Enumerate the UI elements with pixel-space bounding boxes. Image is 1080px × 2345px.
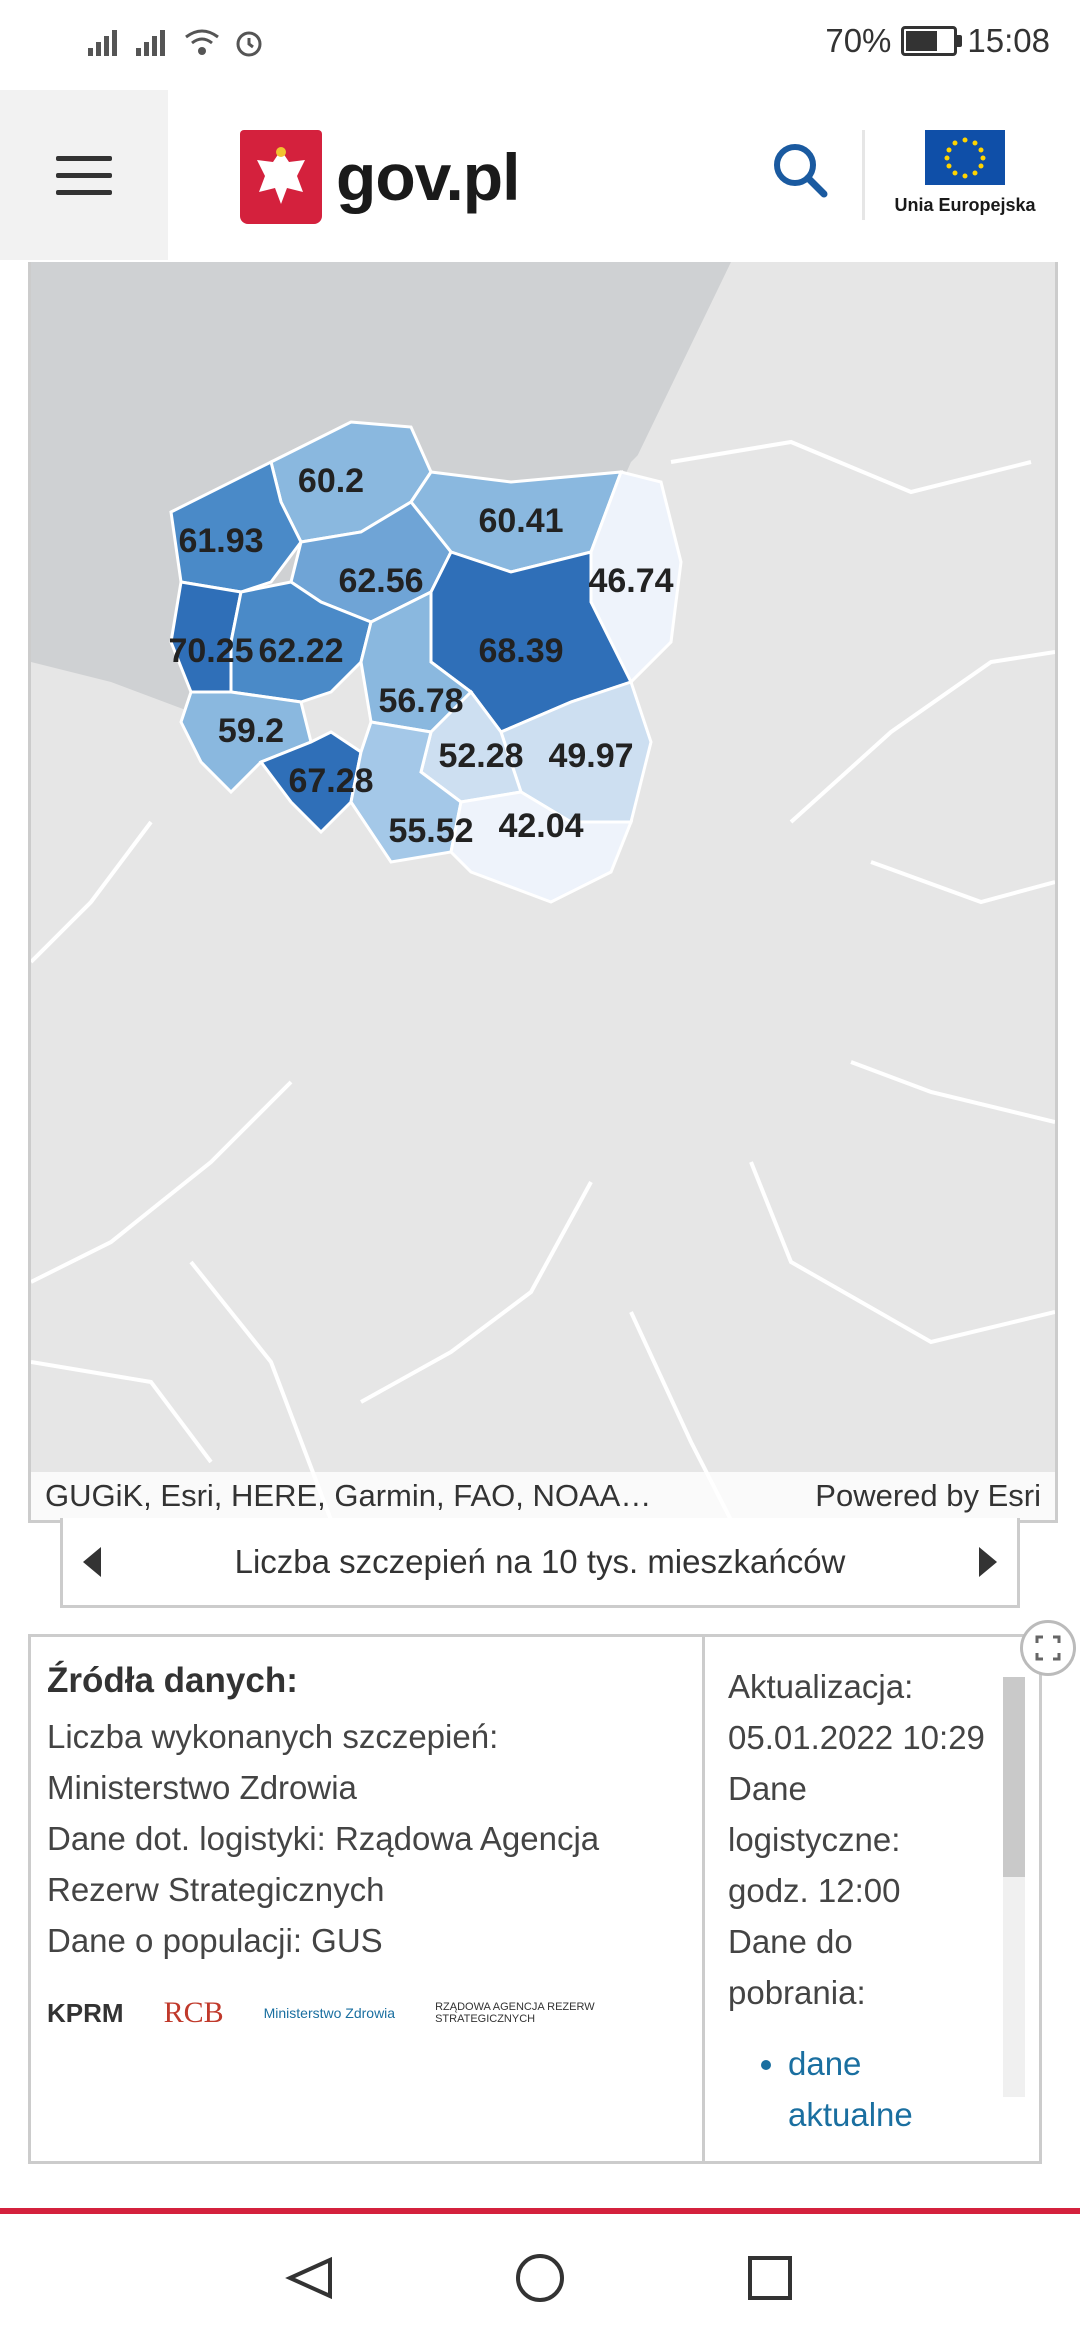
eu-flag-icon — [925, 130, 1005, 185]
clock: 15:08 — [967, 22, 1050, 59]
scrollbar[interactable] — [1003, 1677, 1025, 2097]
header-divider — [862, 130, 865, 220]
vaccination-map[interactable]: 60.2 60.41 46.74 61.93 62.56 68.39 70.25… — [28, 262, 1058, 1523]
download-links: dane aktualne dane — [728, 2038, 988, 2161]
label-pomorskie: 60.2 — [298, 462, 364, 500]
search-icon[interactable] — [770, 140, 830, 200]
label-swietokrzyskie: 52.28 — [438, 737, 523, 775]
system-nav-bar — [0, 2214, 1080, 2340]
powered-by-esri[interactable]: Powered by Esri — [815, 1478, 1041, 1513]
sources-line: Dane dot. logistyki: Rządowa Agencja — [47, 1820, 600, 1857]
battery-icon — [901, 26, 963, 56]
sources-column: Źródła danych: Liczba wykonanych szczepi… — [31, 1637, 705, 2161]
fullscreen-button[interactable] — [1020, 1620, 1076, 1676]
label-warminsko-mazurskie: 60.41 — [478, 502, 563, 540]
update-line: 05.01.2022 10:29 — [728, 1719, 985, 1756]
label-mazowieckie: 68.39 — [478, 632, 563, 670]
logo-text: gov.pl — [336, 140, 520, 214]
eu-label: Unia Europejska — [894, 195, 1036, 215]
update-line: godz. 12:00 — [728, 1872, 901, 1909]
kprm-logo[interactable]: KPRM — [47, 1997, 124, 2028]
label-podkarpackie: 42.04 — [498, 807, 583, 845]
prev-arrow-icon[interactable] — [83, 1546, 101, 1577]
region-labels: 60.2 60.41 46.74 61.93 62.56 68.39 70.25… — [168, 462, 673, 850]
label-podlaskie: 46.74 — [588, 562, 673, 600]
status-icons — [88, 28, 264, 58]
label-zachodniopomorskie: 61.93 — [178, 522, 263, 560]
menu-icon — [56, 155, 112, 161]
home-icon[interactable] — [516, 2254, 564, 2302]
map-canvas[interactable]: 60.2 60.41 46.74 61.93 62.56 68.39 70.25… — [31, 262, 1055, 1520]
sources-line: Ministerstwo Zdrowia — [47, 1769, 357, 1806]
label-dolnoslaskie: 59.2 — [218, 712, 284, 750]
update-line: pobrania: — [728, 1974, 866, 2011]
next-arrow-icon[interactable] — [978, 1546, 997, 1577]
battery-percent: 70% — [825, 22, 892, 59]
sources-title: Źródła danych: — [47, 1661, 298, 1700]
update-line: Dane do — [728, 1923, 853, 1960]
update-line: Dane logistyczne: — [728, 1770, 901, 1858]
red-divider — [0, 2208, 1080, 2214]
partner-logos: KPRM RCB Ministerstwo Zdrowia RZĄDOWA AG… — [47, 1996, 686, 2030]
site-header: gov.pl Unia Europejska — [0, 90, 1080, 260]
label-opolskie: 67.28 — [288, 762, 373, 800]
expand-icon — [1035, 1635, 1061, 1661]
land-north — [591, 262, 1055, 552]
wifi-icon — [185, 29, 219, 55]
rars-logo[interactable]: RZĄDOWA AGENCJA REZERW STRATEGICZNYCH — [435, 2001, 595, 2025]
region-podkarpackie[interactable] — [449, 790, 634, 904]
info-panel: Źródła danych: Liczba wykonanych szczepi… — [28, 1634, 1042, 2164]
download-link-archive[interactable]: dane — [788, 2150, 988, 2161]
sources-line: Liczba wykonanych szczepień: — [47, 1718, 499, 1755]
recents-icon[interactable] — [748, 2256, 792, 2300]
status-bar: 70% 15:08 — [0, 0, 1080, 90]
label-kujawsko-pomorskie: 62.56 — [338, 562, 423, 600]
label-malopolskie: 55.52 — [388, 812, 473, 850]
rcb-logo[interactable]: RCB — [163, 1996, 224, 2029]
eagle-emblem-icon — [240, 130, 322, 224]
map-attribution: GUGiK, Esri, HERE, Garmin, FAO, NOAA… Po… — [31, 1472, 1055, 1520]
label-lubelskie: 49.97 — [548, 737, 633, 775]
voivodeships — [169, 420, 683, 904]
mz-logo[interactable]: Ministerstwo Zdrowia — [263, 2005, 396, 2021]
label-lodzkie: 56.78 — [378, 682, 463, 720]
sources-line: Rezerw Strategicznych — [47, 1871, 385, 1908]
attribution-text[interactable]: GUGiK, Esri, HERE, Garmin, FAO, NOAA… — [45, 1478, 652, 1513]
label-wielkopolskie: 62.22 — [258, 632, 343, 670]
layer-switcher: Liczba szczepień na 10 tys. mieszkańców — [60, 1518, 1020, 1608]
signal-icon — [88, 30, 117, 56]
eu-badge[interactable]: Unia Europejska — [892, 130, 1038, 216]
menu-button[interactable] — [0, 90, 168, 260]
signal-icon — [136, 30, 165, 56]
label-lubuskie: 70.25 — [168, 632, 253, 670]
sources-line: Dane o populacji: GUS — [47, 1922, 383, 1959]
update-column: Aktualizacja: 05.01.2022 10:29 Dane logi… — [708, 1637, 1008, 2161]
back-icon[interactable] — [285, 2256, 332, 2300]
layer-label: Liczba szczepień na 10 tys. mieszkańców — [234, 1542, 846, 1580]
region-wielkopolskie[interactable] — [229, 580, 373, 704]
govpl-logo[interactable]: gov.pl — [240, 130, 520, 224]
alarm-icon — [236, 31, 262, 57]
update-line: Aktualizacja: — [728, 1668, 914, 1705]
download-link-current[interactable]: dane aktualne — [788, 2038, 988, 2140]
